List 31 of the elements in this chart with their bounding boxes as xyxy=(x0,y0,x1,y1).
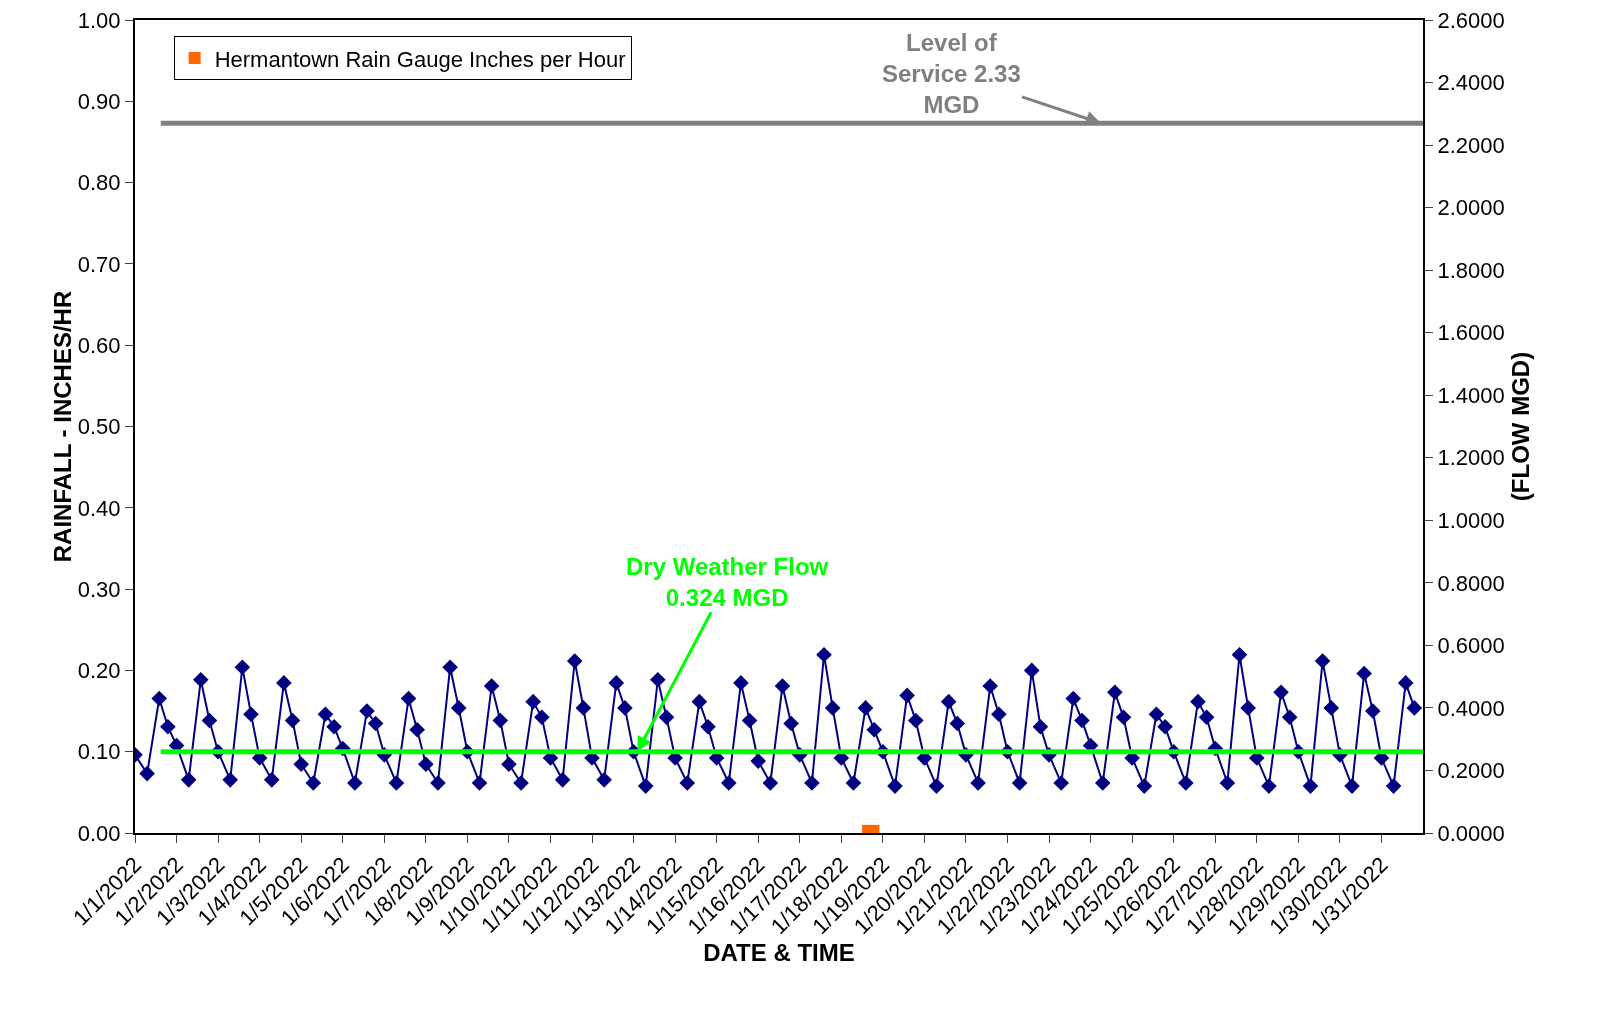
y-tick-label: 0.50 xyxy=(77,414,121,440)
y-tick-label: 0.60 xyxy=(77,332,121,358)
x-axis-title: DATE & TIME xyxy=(703,938,855,966)
y2-tick-label: 1.8000 xyxy=(1437,257,1505,283)
y2-tick-label: 1.0000 xyxy=(1437,508,1505,534)
y2-tick-label: 2.0000 xyxy=(1437,195,1505,221)
y2-tick-label: 0.6000 xyxy=(1437,633,1505,659)
y2-tick-label: 1.2000 xyxy=(1437,445,1505,471)
y2-tick-label: 1.4000 xyxy=(1437,382,1505,408)
y2-tick-label: 1.6000 xyxy=(1437,320,1505,346)
y-axis-title: RAINFALL - INCHES/HR xyxy=(48,290,76,563)
y-tick-label: 0.10 xyxy=(77,739,121,765)
y2-tick-label: 0.0000 xyxy=(1437,820,1505,846)
y-tick-label: 0.40 xyxy=(77,495,121,521)
y2-tick-label: 2.4000 xyxy=(1437,70,1505,96)
y2-tick-label: 2.2000 xyxy=(1437,132,1505,158)
y-tick-label: 0.80 xyxy=(77,170,121,196)
y-tick-label: 1.00 xyxy=(77,7,121,33)
y-tick-label: 0.90 xyxy=(77,89,121,114)
y2-axis-title: (FLOW MGD) xyxy=(1506,351,1534,502)
y-tick-label: 0.70 xyxy=(77,251,121,277)
legend-label: Hermantown Rain Gauge Inches per Hour xyxy=(214,46,626,72)
y2-tick-label: 0.8000 xyxy=(1437,570,1505,596)
ref-line-label: Dry Weather Flow 0.324 MGD xyxy=(626,553,829,612)
y-tick-label: 0.30 xyxy=(77,576,121,602)
y-tick-label: 0.00 xyxy=(77,820,121,846)
y-tick-label: 0.20 xyxy=(77,658,121,684)
y2-tick-label: 0.2000 xyxy=(1437,758,1505,784)
y2-tick-label: 0.4000 xyxy=(1437,695,1505,721)
ref-line-label: Level of Service 2.33 MGD xyxy=(882,29,1021,119)
y2-tick-label: 2.6000 xyxy=(1437,7,1505,33)
